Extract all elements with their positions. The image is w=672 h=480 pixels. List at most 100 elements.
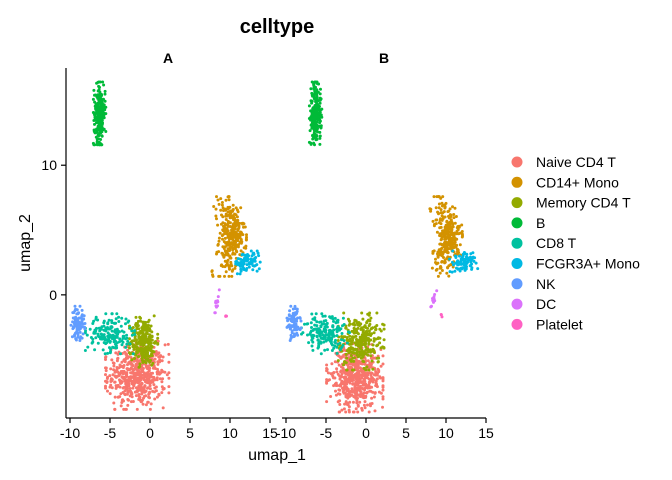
point-cd14-mono: [226, 247, 230, 251]
point-memory-cd4-t: [351, 339, 354, 343]
x-tick-label: -5: [320, 425, 333, 441]
point-nk: [82, 317, 86, 321]
point-memory-cd4-t: [366, 350, 370, 354]
point-naive-cd4-t: [356, 361, 360, 365]
point-cd8-t: [103, 352, 107, 356]
point-naive-cd4-t: [357, 375, 361, 379]
x-tick-label: -10: [60, 425, 80, 441]
point-cd14-mono: [224, 270, 228, 274]
point-cd14-mono: [445, 236, 449, 239]
point-naive-cd4-t: [360, 376, 364, 380]
point-cd8-t: [112, 335, 116, 339]
point-cd14-mono: [227, 233, 231, 237]
point-memory-cd4-t: [151, 361, 155, 365]
point-naive-cd4-t: [160, 391, 164, 395]
point-cd8-t: [94, 336, 98, 340]
point-cd14-mono: [448, 234, 452, 238]
point-naive-cd4-t: [167, 376, 171, 380]
point-cd8-t: [338, 341, 342, 345]
point-cd14-mono: [229, 256, 233, 260]
point-cd14-mono: [211, 274, 215, 278]
point-naive-cd4-t: [372, 395, 376, 399]
point-nk: [78, 330, 82, 334]
point-cd8-t: [328, 336, 332, 340]
point-cd14-mono: [214, 207, 218, 211]
point-naive-cd4-t: [120, 375, 124, 379]
point-fcgr3a-mono: [238, 272, 242, 276]
point-b: [315, 134, 319, 138]
legend-swatch-nk: [511, 278, 523, 290]
point-b: [95, 117, 98, 121]
point-dc: [214, 301, 218, 305]
point-naive-cd4-t: [124, 373, 128, 376]
point-memory-cd4-t: [139, 340, 143, 344]
point-memory-cd4-t: [371, 343, 375, 347]
point-naive-cd4-t: [128, 376, 132, 380]
point-nk: [287, 323, 291, 327]
point-naive-cd4-t: [148, 387, 152, 391]
point-fcgr3a-mono: [234, 260, 238, 264]
point-naive-cd4-t: [366, 403, 369, 407]
point-cd14-mono: [452, 246, 456, 250]
point-naive-cd4-t: [360, 367, 363, 371]
point-dc: [432, 298, 436, 301]
point-naive-cd4-t: [112, 364, 116, 368]
point-cd8-t: [133, 333, 137, 336]
point-cd8-t: [106, 322, 110, 326]
point-memory-cd4-t: [375, 356, 379, 360]
point-memory-cd4-t: [355, 337, 358, 341]
chart-title: celltype: [240, 16, 314, 38]
point-cd14-mono: [233, 266, 237, 270]
point-naive-cd4-t: [148, 381, 152, 385]
point-naive-cd4-t: [128, 387, 132, 390]
legend-swatch-cd8-t: [511, 237, 523, 249]
point-naive-cd4-t: [158, 358, 162, 362]
point-naive-cd4-t: [363, 400, 367, 404]
point-cd8-t: [85, 333, 89, 337]
point-cd14-mono: [461, 234, 464, 238]
point-memory-cd4-t: [135, 338, 138, 342]
point-cd14-mono: [232, 226, 235, 230]
point-memory-cd4-t: [362, 360, 366, 364]
point-cd8-t: [133, 329, 137, 333]
point-cd14-mono: [219, 208, 223, 212]
point-naive-cd4-t: [118, 363, 122, 367]
point-cd8-t: [110, 321, 114, 325]
point-memory-cd4-t: [359, 345, 363, 349]
point-memory-cd4-t: [351, 356, 355, 360]
point-cd8-t: [323, 314, 327, 318]
point-fcgr3a-mono: [239, 264, 243, 267]
point-b: [316, 118, 320, 122]
point-cd14-mono: [212, 205, 216, 208]
point-cd14-mono: [440, 251, 444, 255]
point-memory-cd4-t: [141, 325, 145, 329]
point-cd14-mono: [221, 229, 225, 233]
point-b: [311, 93, 315, 97]
point-naive-cd4-t: [354, 373, 358, 377]
point-cd8-t: [131, 352, 135, 356]
point-cd8-t: [91, 337, 95, 341]
point-cd14-mono: [216, 198, 220, 202]
point-naive-cd4-t: [375, 377, 379, 381]
point-cd8-t: [110, 312, 114, 316]
point-cd8-t: [335, 327, 338, 331]
point-naive-cd4-t: [335, 367, 339, 371]
point-cd14-mono: [449, 213, 453, 217]
point-memory-cd4-t: [367, 342, 371, 346]
point-naive-cd4-t: [370, 385, 374, 389]
point-fcgr3a-mono: [464, 264, 468, 268]
point-memory-cd4-t: [369, 316, 373, 320]
point-b: [315, 80, 319, 84]
point-naive-cd4-t: [140, 381, 144, 385]
point-b: [97, 97, 101, 101]
point-cd14-mono: [431, 219, 435, 223]
point-naive-cd4-t: [126, 363, 129, 367]
point-cd14-mono: [233, 245, 237, 249]
point-memory-cd4-t: [343, 360, 346, 364]
point-platelet: [439, 313, 443, 317]
point-naive-cd4-t: [370, 402, 374, 405]
point-cd14-mono: [434, 257, 437, 261]
point-naive-cd4-t: [341, 386, 344, 390]
point-naive-cd4-t: [114, 351, 118, 355]
point-b: [100, 127, 104, 131]
